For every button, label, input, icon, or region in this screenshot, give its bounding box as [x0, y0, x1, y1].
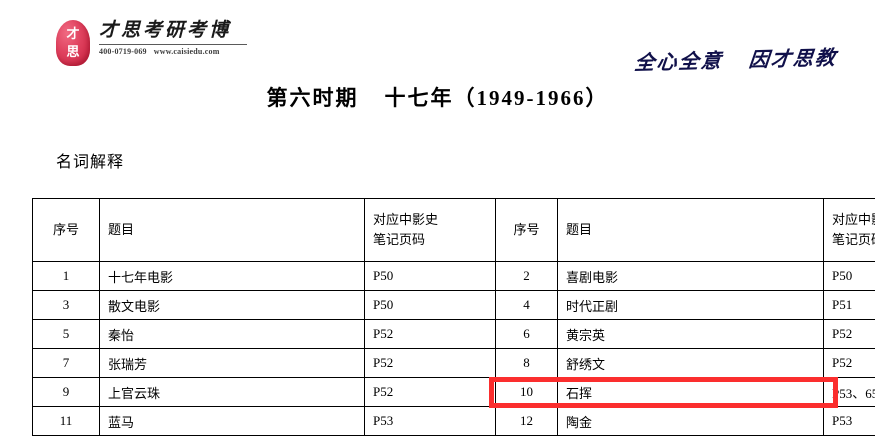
col-header-page-left-line1: 对应中影史 — [373, 211, 439, 227]
cell-page: P53 — [364, 406, 496, 436]
cell-no: 6 — [495, 319, 558, 349]
brand-contact: 400-0719-069 www.caisiedu.com — [99, 47, 247, 56]
cell-title: 秦怡 — [99, 319, 365, 349]
brand-divider — [99, 43, 247, 45]
slogan-part-2: 因才思教 — [747, 47, 839, 72]
brand-phone: 400-0719-069 — [99, 46, 147, 56]
cell-page: P53、65 — [823, 377, 875, 407]
col-header-no-left: 序号 — [32, 198, 100, 262]
cell-page: P52 — [364, 377, 496, 407]
cell-title: 舒绣文 — [557, 348, 824, 378]
col-header-page-left-line2: 笔记页码 — [373, 232, 426, 247]
cell-no: 8 — [495, 348, 558, 378]
table-body: 1 十七年电影 P50 2 喜剧电影 P50 3 散文电影 P50 4 时代正剧… — [32, 261, 875, 436]
section-heading: 名词解释 — [56, 154, 125, 171]
cell-no: 7 — [32, 348, 100, 378]
brand-name: 才思考研考博 — [99, 20, 232, 41]
letterhead: 才 思 才思考研考博 400-0719-069 www.caisiedu.com — [56, 20, 247, 66]
cell-page: P51 — [823, 290, 875, 320]
cell-no: 3 — [32, 290, 100, 320]
cell-title: 黄宗英 — [557, 319, 824, 349]
cell-page: P52 — [364, 319, 496, 349]
table-header: 序号 题目 对应中影史 笔记页码 序号 题目 对应中影史 笔记页码 — [32, 198, 875, 262]
cell-title: 张瑞芳 — [99, 348, 365, 378]
cell-page: P50 — [364, 261, 496, 291]
cell-no: 9 — [32, 377, 100, 407]
cell-title: 散文电影 — [99, 290, 365, 320]
col-header-title-left: 题目 — [99, 198, 365, 262]
cell-page: P52 — [364, 348, 496, 378]
col-header-title-right: 题目 — [557, 198, 824, 262]
cell-page: P50 — [364, 290, 496, 320]
title-main: 十七年（1949-1966） — [384, 86, 609, 110]
cell-no: 10 — [495, 377, 558, 407]
col-header-page-right-line2: 笔记页码 — [832, 232, 875, 247]
question-table-wrap: 序号 题目 对应中影史 笔记页码 序号 题目 对应中影史 笔记页码 1 十七年电… — [32, 198, 875, 436]
cell-title: 上官云珠 — [99, 377, 365, 407]
cell-page: P50 — [823, 261, 875, 291]
cell-no: 4 — [495, 290, 558, 320]
cell-no: 5 — [32, 319, 100, 349]
cell-title: 石挥 — [557, 377, 824, 407]
table-row-highlighted: 9 上官云珠 P52 10 石挥 P53、65 — [32, 377, 875, 407]
table-row: 3 散文电影 P50 4 时代正剧 P51 — [32, 290, 875, 320]
cell-title: 十七年电影 — [99, 261, 365, 291]
col-header-page-left: 对应中影史 笔记页码 — [364, 198, 496, 262]
table-header-row: 序号 题目 对应中影史 笔记页码 序号 题目 对应中影史 笔记页码 — [32, 198, 875, 262]
table-row: 1 十七年电影 P50 2 喜剧电影 P50 — [32, 261, 875, 291]
cell-no: 11 — [32, 406, 100, 436]
cell-title: 陶金 — [557, 406, 824, 436]
col-header-page-right-line1: 对应中影史 — [832, 211, 875, 227]
title-period: 第六时期 — [266, 86, 359, 110]
col-header-no-right: 序号 — [495, 198, 558, 262]
calligraphy-slogan: 全心全意 因才思教 — [633, 41, 838, 75]
cell-no: 1 — [32, 261, 100, 291]
cell-page: P53 — [823, 406, 875, 436]
cell-no: 12 — [495, 406, 558, 436]
brand-website: www.caisiedu.com — [153, 46, 220, 56]
table-row: 5 秦怡 P52 6 黄宗英 P52 — [32, 319, 875, 349]
cell-page: P52 — [823, 319, 875, 349]
cell-title: 蓝马 — [99, 406, 365, 436]
logo-glyph-top: 才 — [66, 26, 80, 41]
cell-no: 2 — [495, 261, 558, 291]
question-table: 序号 题目 对应中影史 笔记页码 序号 题目 对应中影史 笔记页码 1 十七年电… — [32, 198, 875, 436]
slogan-part-1: 全心全意 — [633, 50, 724, 75]
page-title: 第六时期 十七年（1949-1966） — [0, 82, 875, 112]
caisi-logo-icon: 才 思 — [56, 20, 90, 66]
table-row: 7 张瑞芳 P52 8 舒绣文 P52 — [32, 348, 875, 378]
cell-title: 时代正剧 — [557, 290, 824, 320]
col-header-page-right: 对应中影史 笔记页码 — [823, 198, 875, 262]
cell-title: 喜剧电影 — [557, 261, 824, 291]
brand-block: 才思考研考博 400-0719-069 www.caisiedu.com — [99, 20, 247, 56]
cell-page: P52 — [823, 348, 875, 378]
logo-glyph-bottom: 思 — [66, 44, 80, 59]
table-row: 11 蓝马 P53 12 陶金 P53 — [32, 406, 875, 436]
